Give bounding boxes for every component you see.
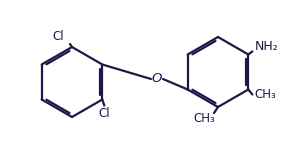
Text: CH₃: CH₃: [193, 113, 215, 125]
Text: Cl: Cl: [52, 30, 64, 43]
Text: CH₃: CH₃: [254, 88, 276, 101]
Text: NH₂: NH₂: [254, 40, 278, 53]
Text: O: O: [152, 73, 162, 86]
Text: Cl: Cl: [98, 107, 110, 120]
